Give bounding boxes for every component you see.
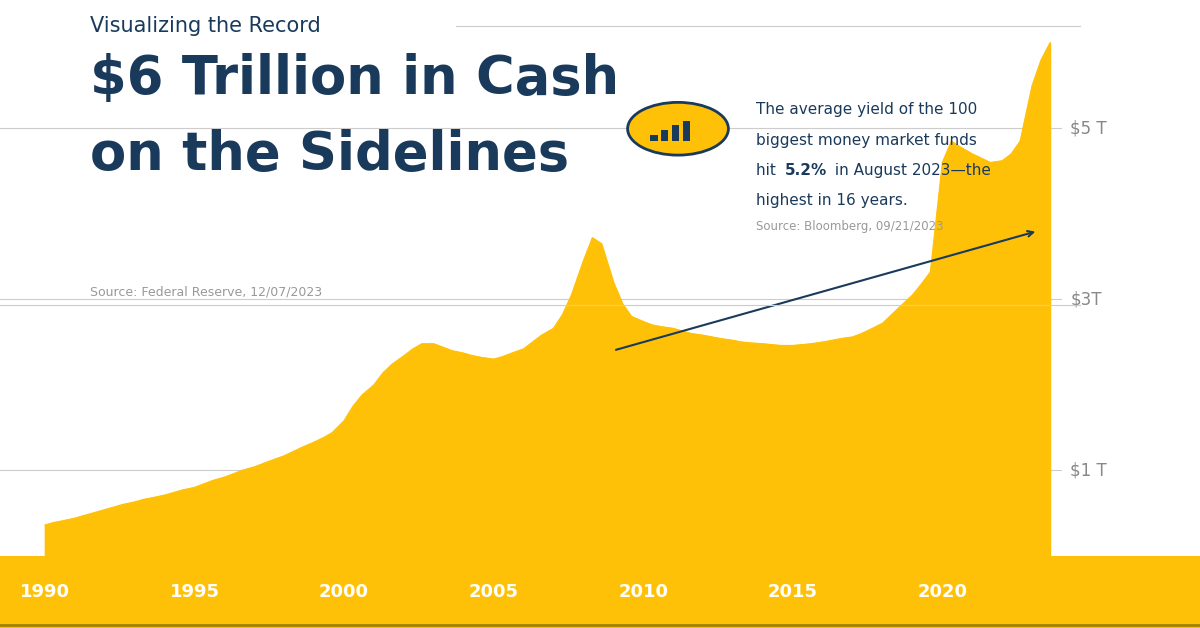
Text: 2020: 2020 <box>917 583 967 600</box>
Text: biggest money market funds: biggest money market funds <box>756 133 977 148</box>
Text: $1 T: $1 T <box>1070 462 1108 479</box>
Text: 2010: 2010 <box>618 583 668 600</box>
Text: The average yield of the 100: The average yield of the 100 <box>756 102 977 117</box>
Text: $6 Trillion in Cash: $6 Trillion in Cash <box>90 53 619 106</box>
Text: hit: hit <box>756 163 781 178</box>
Text: 2000: 2000 <box>319 583 370 600</box>
Text: in August 2023—the: in August 2023—the <box>830 163 991 178</box>
Text: 2015: 2015 <box>768 583 817 600</box>
Text: Visualizing the Record: Visualizing the Record <box>90 16 320 36</box>
Text: highest in 16 years.: highest in 16 years. <box>756 193 907 208</box>
Text: 2005: 2005 <box>469 583 518 600</box>
Text: on the Sidelines: on the Sidelines <box>90 129 569 181</box>
Text: 1995: 1995 <box>169 583 220 600</box>
Text: 5.2%: 5.2% <box>785 163 827 178</box>
Text: Source: Bloomberg, 09/21/2023: Source: Bloomberg, 09/21/2023 <box>756 220 943 234</box>
Text: 1990: 1990 <box>20 583 70 600</box>
Text: Source: Federal Reserve, 12/07/2023: Source: Federal Reserve, 12/07/2023 <box>90 286 322 299</box>
Text: $3T: $3T <box>1070 290 1102 308</box>
Text: $5 T: $5 T <box>1070 119 1108 138</box>
